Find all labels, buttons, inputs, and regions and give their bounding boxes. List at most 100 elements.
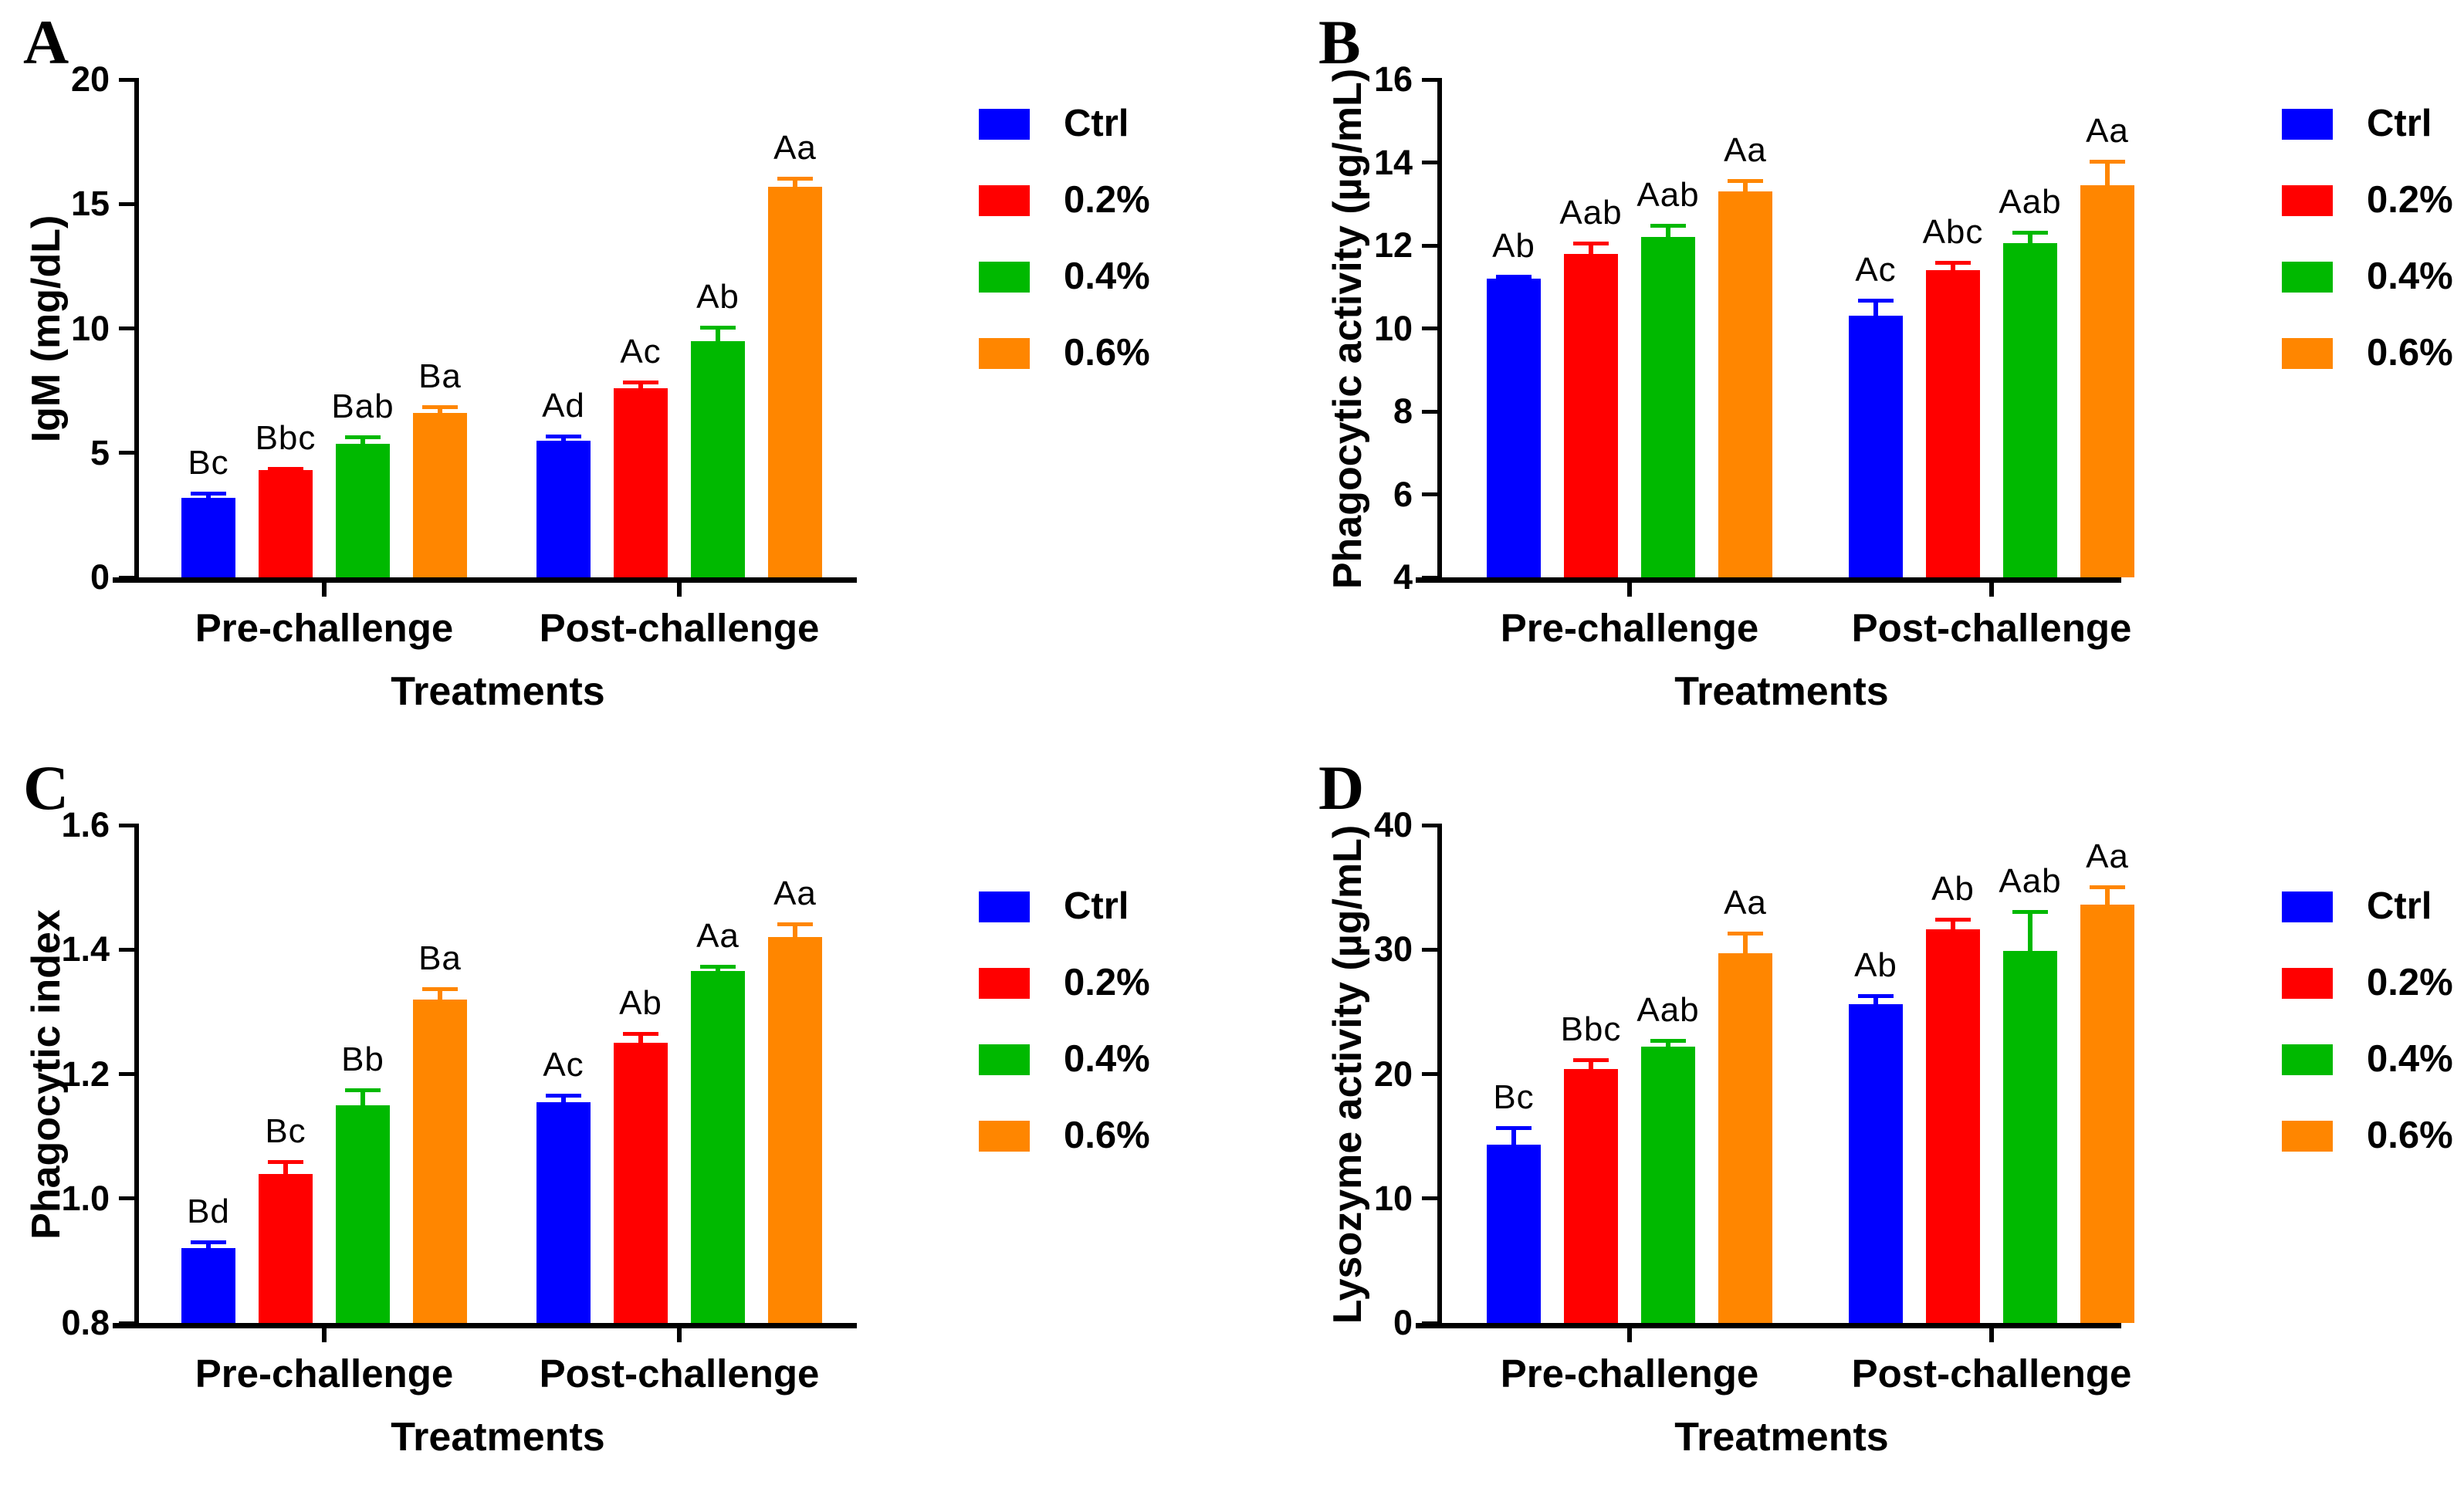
error-bar-cap (422, 405, 458, 410)
error-bar-cap (1496, 274, 1532, 279)
y-tick (119, 1321, 134, 1325)
significance-label: Bc (265, 1111, 306, 1150)
error-bar-stem (638, 1032, 643, 1044)
error-bar-stem (561, 1094, 566, 1103)
significance-label: Bbc (1560, 1010, 1622, 1049)
error-bar-cap (191, 491, 226, 496)
panel-letter: B (1318, 7, 1361, 77)
error-bar-stem (1873, 298, 1878, 317)
legend-label: 0.6% (1064, 1115, 1150, 1156)
x-axis-title: Treatments (1674, 1415, 1889, 1460)
bar (768, 186, 822, 577)
error-bar-cap (546, 1094, 581, 1098)
error-bar-cap (1650, 1038, 1686, 1043)
error-bar-stem (2105, 885, 2110, 906)
x-tick (1989, 583, 1994, 597)
y-tick (1422, 823, 1437, 827)
significance-label: Aab (1636, 990, 1700, 1029)
error-bar-cap (1935, 261, 1971, 266)
legend-swatch (2282, 337, 2333, 369)
bar (2080, 905, 2134, 1323)
significance-label: Ac (543, 1046, 584, 1084)
error-bar-stem (1951, 918, 1955, 931)
legend-entry: 0.6% (2282, 1117, 2453, 1155)
error-bar-stem (716, 326, 720, 342)
x-axis-line (1416, 1323, 2121, 1328)
legend-label: 0.4% (2367, 1038, 2453, 1080)
bar (1926, 270, 1980, 577)
bar (2080, 185, 2134, 577)
y-tick (1422, 1321, 1437, 1325)
y-tick (119, 823, 134, 827)
x-tick (322, 1328, 327, 1342)
panel-letter: A (23, 7, 69, 77)
y-tick (119, 451, 134, 455)
bar (413, 999, 467, 1323)
bar (1487, 1145, 1541, 1323)
legend-swatch (979, 1044, 1030, 1075)
panel-c: C Phagocytic index Treatments 0.8 1.0 1.2 1… (0, 746, 1232, 1492)
significance-label: Bc (1493, 1078, 1535, 1117)
error-bar-cap (268, 466, 303, 471)
bar (336, 1105, 390, 1323)
significance-label: Ab (1854, 946, 1897, 985)
legend-label: 0.4% (1064, 1038, 1150, 1080)
error-bar-cap (191, 1240, 226, 1244)
error-bar-cap (700, 326, 736, 330)
bar (336, 444, 390, 577)
error-bar-cap (2012, 909, 2048, 914)
legend-entry: 0.6% (979, 334, 1150, 372)
x-category-label: Pre-challenge (1500, 606, 1759, 650)
legend-swatch (2282, 967, 2333, 999)
significance-label: Ba (418, 939, 462, 978)
significance-label: Aa (696, 917, 740, 956)
x-axis-title: Treatments (391, 669, 605, 714)
legend-label: 0.2% (1064, 962, 1150, 1003)
error-bar-cap (345, 435, 381, 440)
error-bar-cap (623, 1032, 658, 1037)
y-tick (1422, 409, 1437, 414)
bar (536, 440, 591, 577)
bar (536, 1101, 591, 1323)
error-bar-cap (1858, 298, 1894, 303)
legend-entry: 0.4% (979, 1040, 1150, 1078)
significance-label: Bbc (255, 418, 316, 457)
error-bar-stem (1873, 994, 1878, 1006)
bar (1487, 279, 1541, 577)
y-tick-label: 0 (1393, 1303, 1413, 1342)
legend-swatch (979, 891, 1030, 922)
x-tick (677, 583, 682, 597)
y-axis-line (134, 78, 139, 583)
y-tick-label: 0 (90, 557, 110, 597)
y-tick-label: 10 (1373, 308, 1413, 348)
y-tick (119, 947, 134, 952)
y-tick (1422, 161, 1437, 164)
bar (1641, 237, 1695, 577)
y-tick-label: 30 (1373, 929, 1413, 969)
x-tick (1627, 583, 1632, 597)
error-bar-cap (777, 176, 813, 181)
legend-entry: 0.2% (2282, 181, 2453, 219)
legend-label: 0.4% (1064, 255, 1150, 297)
x-axis-line (1416, 577, 2121, 583)
legend-label: 0.2% (2367, 179, 2453, 221)
legend-swatch (979, 184, 1030, 216)
y-tick-label: 20 (1373, 1054, 1413, 1094)
x-category-label: Post-challenge (539, 606, 820, 650)
x-category-label: Post-challenge (1851, 1352, 2132, 1396)
y-tick-label: 12 (1373, 225, 1413, 265)
error-bar-cap (700, 965, 736, 969)
significance-label: Ab (1931, 870, 1975, 908)
bar (259, 470, 313, 577)
significance-label: Aa (1724, 131, 1767, 169)
y-tick-label: 0.8 (61, 1303, 110, 1342)
legend-label: 0.6% (2367, 332, 2453, 374)
legend-swatch (2282, 108, 2333, 140)
bar (1926, 929, 1980, 1323)
legend-entry: Ctrl (979, 888, 1150, 925)
y-tick-label: 40 (1373, 805, 1413, 844)
significance-label: Ac (1855, 250, 1897, 289)
y-tick (119, 1196, 134, 1201)
error-bar-cap (2090, 885, 2125, 890)
